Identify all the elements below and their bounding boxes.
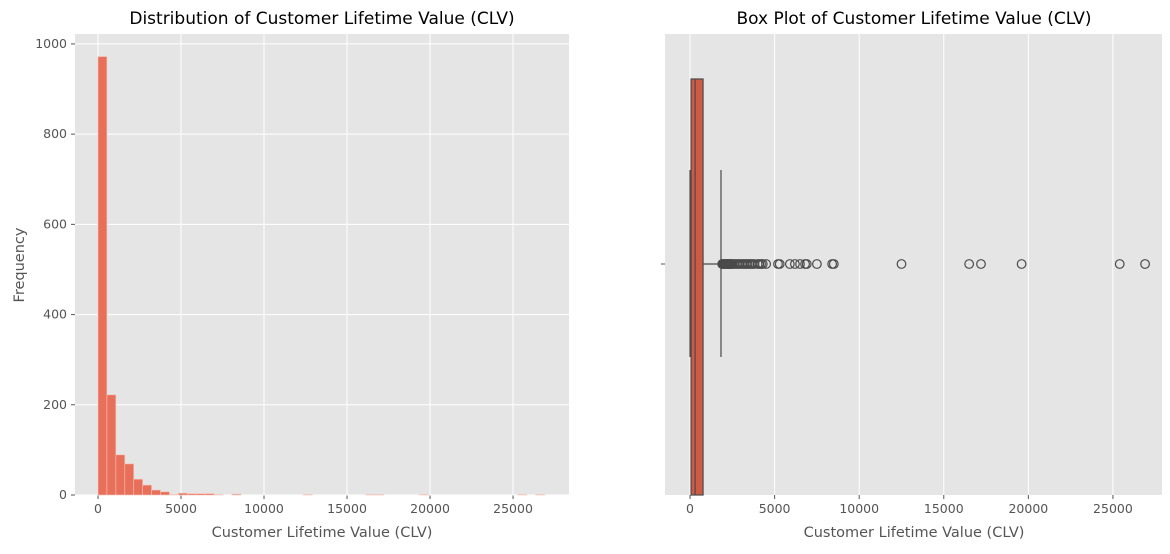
plot-background	[75, 34, 569, 495]
histogram-bar	[178, 493, 187, 495]
boxplot-axes: 0 5000 10000 15000 20000 25000	[661, 34, 1162, 516]
histogram-title: Distribution of Customer Lifetime Value …	[129, 9, 514, 29]
boxplot-xlabel: Customer Lifetime Value (CLV)	[804, 525, 1025, 541]
box	[691, 79, 703, 495]
histogram-bar	[143, 485, 152, 495]
histogram-axes: 0 5000 10000 15000 20000 25000 0 200 400 600 800 10…	[35, 34, 569, 516]
histogram-bar	[125, 464, 134, 495]
histogram-bar	[116, 455, 125, 495]
y-tick-label: 200	[43, 397, 67, 412]
y-tick-label: 600	[43, 216, 67, 231]
histogram-bar	[232, 494, 241, 495]
x-tick-label: 0	[94, 501, 102, 516]
x-tick-label: 10000	[839, 501, 879, 516]
histogram-bar	[161, 492, 170, 495]
histogram-bar	[196, 494, 205, 495]
histogram-ylabel: Frequency	[12, 227, 28, 302]
x-tick-label: 20000	[1008, 501, 1048, 516]
x-tick-label: 5000	[165, 501, 197, 516]
x-tick-label: 20000	[410, 501, 450, 516]
x-tick-label: 15000	[924, 501, 964, 516]
histogram-bar	[187, 494, 196, 495]
histogram-bar	[134, 479, 143, 495]
histogram-bar	[107, 395, 116, 495]
histogram-bar	[98, 57, 107, 495]
x-tick-label: 10000	[244, 501, 284, 516]
x-tick-label: 5000	[759, 501, 791, 516]
x-tick-label: 25000	[1093, 501, 1133, 516]
histogram-bar	[152, 490, 161, 495]
y-tick-label: 800	[43, 126, 67, 141]
y-tick-label: 0	[59, 487, 67, 502]
x-tick-label: 15000	[327, 501, 367, 516]
histogram-bar	[205, 494, 214, 495]
histogram-xlabel: Customer Lifetime Value (CLV)	[212, 525, 433, 541]
y-tick-label: 400	[43, 307, 67, 322]
y-tick-label: 1000	[35, 36, 67, 51]
x-tick-label: 0	[686, 501, 694, 516]
boxplot-title: Box Plot of Customer Lifetime Value (CLV…	[736, 9, 1091, 29]
x-tick-label: 25000	[493, 501, 533, 516]
